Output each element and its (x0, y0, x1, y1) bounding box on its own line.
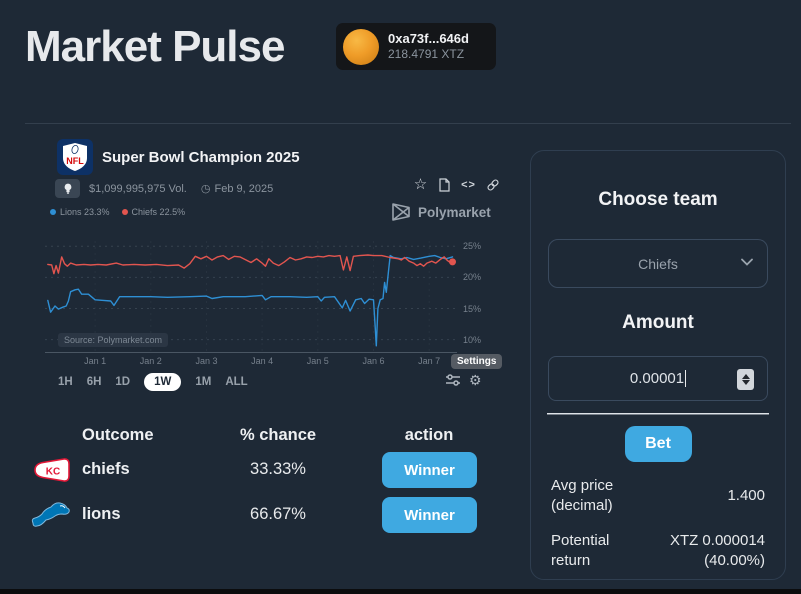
x-tick-label: Jan 7 (418, 356, 441, 366)
lions-legend-dot (50, 209, 56, 215)
y-tick-label: 25% (463, 241, 482, 252)
potential-return-value: XTZ 0.000014 (40.00%) (669, 531, 765, 569)
market-date-wrap: ◷ Feb 9, 2025 (200, 182, 274, 196)
lions-logo-icon (31, 502, 70, 527)
team-name-chiefs: chiefs (82, 460, 130, 478)
y-tick-label: 10% (463, 334, 482, 345)
range-1w-active[interactable]: 1W (144, 373, 182, 391)
column-header-action: action (404, 426, 454, 444)
chiefs-logo-icon: KC (34, 458, 70, 482)
team-select-value: Chiefs (638, 255, 678, 272)
gear-icon[interactable]: ⚙ (469, 372, 482, 388)
x-tick-label: Jan 3 (195, 356, 218, 366)
range-1m[interactable]: 1M (195, 376, 212, 388)
y-tick-label: 15% (463, 303, 482, 314)
wallet-balance: 218.4791 XTZ (388, 47, 465, 62)
bet-panel: Choose team Chiefs Amount 0.00001 Bet Av… (530, 150, 786, 580)
winner-button-chiefs[interactable]: Winner (382, 452, 477, 488)
x-axis-labels: Jan 1 Jan 2 Jan 3 Jan 4 Jan 5 Jan 6 Jan 7 (45, 356, 457, 368)
spinner-up-icon[interactable] (741, 374, 750, 379)
avg-price-row: Avg price (decimal) 1.400 (531, 476, 785, 517)
wallet-avatar (343, 28, 379, 65)
column-header-outcome: Outcome (82, 426, 154, 444)
chart-legend: Lions 23.3% Chiefs 22.5% (50, 207, 185, 217)
embed-code-icon[interactable]: <> (461, 178, 476, 191)
chevron-down-icon (741, 258, 753, 266)
embed-actions: ☆ <> (413, 177, 500, 192)
chance-lions: 66.67% (250, 505, 306, 523)
time-range-selector: 1H 6H 1D 1W 1M ALL (58, 373, 248, 391)
bet-button[interactable]: Bet (624, 426, 692, 462)
x-tick-label: Jan 6 (362, 356, 385, 366)
nfl-logo-icon: NFL (57, 139, 93, 175)
x-tick-label: Jan 2 (139, 356, 162, 366)
svg-text:NFL: NFL (66, 156, 84, 166)
panel-divider (547, 413, 769, 415)
team-select[interactable]: Chiefs (548, 239, 768, 288)
link-icon[interactable] (485, 177, 500, 192)
chart-canvas (45, 241, 457, 353)
svg-text:KC: KC (46, 467, 60, 478)
chance-chiefs: 33.33% (250, 460, 306, 478)
range-1h[interactable]: 1H (58, 376, 73, 388)
spinner-down-icon[interactable] (741, 380, 750, 385)
polymarket-brand[interactable]: Polymarket (391, 201, 491, 223)
text-caret (685, 370, 687, 387)
legend-item-chiefs: Chiefs 22.5% (121, 207, 186, 217)
window-bottom-edge (0, 589, 801, 594)
polymarket-logo-icon (392, 203, 410, 221)
chart-tools: ⚙ (445, 373, 482, 387)
x-tick-label: Jan 1 (84, 356, 107, 366)
potential-return-row: Potential return XTZ 0.000014 (40.00%) (531, 531, 785, 572)
chiefs-legend-label: Chiefs 22.5% (131, 207, 186, 217)
team-name-lions: lions (82, 505, 121, 523)
number-spinner[interactable] (737, 369, 754, 390)
amount-title: Amount (622, 312, 694, 333)
polymarket-brand-name: Polymarket (418, 204, 491, 220)
market-date: Feb 9, 2025 (214, 182, 274, 195)
range-1d[interactable]: 1D (115, 376, 131, 388)
lions-legend-label: Lions 23.3% (60, 207, 110, 217)
chiefs-legend-dot (121, 209, 128, 215)
market-embed: NFL Super Bowl Champion 2025 $1,099,995,… (25, 135, 525, 555)
column-header-chance: % chance (239, 426, 317, 444)
wallet-texts: 0xa73f...646d 218.4791 XTZ (388, 31, 469, 62)
market-title: Super Bowl Champion 2025 (102, 149, 300, 166)
range-6h[interactable]: 6H (86, 376, 102, 388)
header-divider (25, 123, 791, 124)
x-tick-label: Jan 5 (306, 356, 329, 366)
range-all[interactable]: ALL (225, 376, 248, 388)
amount-value: 0.00001 (629, 370, 685, 387)
page-title: Market Pulse (25, 22, 285, 71)
choose-team-title: Choose team (598, 189, 718, 210)
amount-input[interactable]: 0.00001 (548, 356, 768, 401)
market-badge-icon (55, 179, 80, 198)
avg-price-label: Avg price (decimal) (551, 477, 614, 515)
clock-icon: ◷ (200, 183, 211, 195)
sliders-icon[interactable] (445, 373, 461, 387)
avg-price-value: 1.400 (727, 487, 765, 505)
settings-tooltip[interactable]: Settings (451, 354, 503, 369)
price-chart[interactable]: 10% 15% 20% 25% Jan 1 Jan 2 Jan 3 Jan 4 Jan 5 Ja… (45, 237, 505, 382)
copy-document-icon[interactable] (437, 177, 452, 192)
wallet-address: 0xa73f...646d (388, 30, 469, 46)
market-volume: $1,099,995,975 Vol. (89, 182, 187, 195)
legend-item-lions: Lions 23.3% (50, 207, 110, 217)
potential-return-label: Potential return (551, 531, 610, 569)
y-tick-label: 20% (463, 272, 482, 283)
winner-button-lions[interactable]: Winner (382, 497, 477, 533)
market-meta: $1,099,995,975 Vol. ◷ Feb 9, 2025 (55, 179, 273, 198)
x-tick-label: Jan 4 (251, 356, 274, 366)
wallet-chip[interactable]: 0xa73f...646d 218.4791 XTZ (336, 23, 496, 70)
star-icon[interactable]: ☆ (413, 176, 428, 193)
chart-source-badge: Source: Polymarket.com (58, 333, 169, 347)
